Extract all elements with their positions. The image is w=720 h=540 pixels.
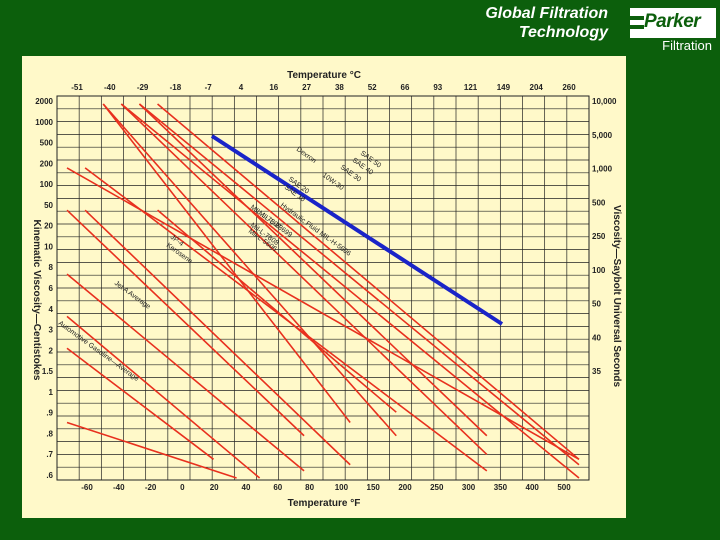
curve-label: 10W-30 [321,172,345,192]
top-tick-label: -29 [137,83,149,92]
series-line [138,103,580,466]
top-tick-label: 4 [239,83,244,92]
right-tick-label: 1,000 [592,165,613,174]
top-tick-label: 27 [302,83,311,92]
left-axis-title: Kinematic Viscosity—Centistokes [31,220,42,381]
series-line [66,209,305,437]
left-tick-label: .9 [46,409,53,418]
bottom-tick-label: 40 [242,483,251,492]
left-tick-label: 4 [49,305,54,314]
tick-labels: -51 -40 -29 -18 -7 4 16 27 38 52 66 93 121 149 204 260-… [35,83,617,492]
left-tick-label: 6 [49,284,54,293]
left-tick-label: 20 [44,222,53,231]
series-line [138,103,488,437]
left-tick-label: 1.5 [42,367,54,376]
left-tick-label: 3 [49,326,54,335]
right-tick-label: 500 [592,198,606,207]
series-line [102,103,351,423]
header-title: Global Filtration Technology [485,4,608,42]
left-tick-label: 200 [40,159,54,168]
top-tick-label: 93 [433,83,442,92]
series-line [66,167,580,461]
bottom-tick-label: 350 [494,483,508,492]
logo-plate: Parker [630,8,716,38]
top-tick-label: -51 [71,83,83,92]
left-tick-label: 2 [49,346,54,355]
bottom-tick-label: -40 [113,483,125,492]
brand-name: Parker [644,11,701,32]
bottom-tick-label: 20 [210,483,219,492]
curve-label: Dexron [295,146,317,165]
left-tick-label: .6 [46,471,53,480]
top-tick-label: 204 [530,83,544,92]
bottom-tick-label: 400 [526,483,540,492]
top-tick-label: 66 [401,83,410,92]
top-tick-label: 38 [335,83,344,92]
bottom-tick-label: 60 [273,483,282,492]
bottom-tick-label: -20 [145,483,157,492]
top-tick-label: 149 [497,83,511,92]
bottom-tick-label: 150 [367,483,381,492]
left-tick-label: .7 [46,450,53,459]
header-title-line2: Technology [518,24,608,41]
top-tick-label: 16 [269,83,278,92]
header-title-line1: Global Filtration [485,5,608,22]
bottom-tick-label: 0 [180,483,185,492]
top-tick-label: -18 [170,83,182,92]
grid [56,95,590,481]
right-tick-label: 250 [592,232,606,241]
left-tick-label: .8 [46,429,53,438]
left-tick-label: 1 [49,388,54,397]
left-tick-label: 1000 [35,118,53,127]
right-tick-label: 100 [592,266,606,275]
right-axis-title: Viscosity—Saybolt Universal Seconds [611,205,622,388]
series-line [157,103,580,460]
left-tick-label: 10 [44,242,53,251]
bottom-tick-label: 250 [430,483,444,492]
bottom-tick-label: 100 [335,483,349,492]
highlight-band [210,134,504,326]
series-line [66,347,215,460]
series-line [102,103,397,437]
left-tick-label: 2000 [35,97,53,106]
series-line [66,273,305,472]
top-axis-title: Temperature °C [287,70,361,81]
bottom-axis-title: Temperature °F [288,498,361,509]
right-tick-label: 5,000 [592,131,613,140]
top-tick-label: 121 [464,83,478,92]
left-tick-label: 8 [49,263,54,272]
right-tick-label: 10,000 [592,97,617,106]
right-tick-label: 40 [592,333,601,342]
curve-label: Automotive Gasoline—Average [57,320,140,383]
right-tick-label: 35 [592,367,601,376]
series-line [66,421,237,479]
bottom-tick-label: 300 [462,483,476,492]
left-tick-label: 50 [44,201,53,210]
series-line [157,209,397,413]
top-tick-label: 52 [368,83,377,92]
curves [66,103,580,479]
bottom-tick-label: 80 [305,483,314,492]
top-tick-label: -7 [205,83,213,92]
bottom-tick-label: -60 [81,483,93,492]
parker-logo: Parker Filtration [630,8,716,54]
series-line [84,209,351,466]
series-line [66,315,261,479]
top-tick-label: 260 [562,83,576,92]
left-tick-label: 100 [40,180,54,189]
left-tick-label: 500 [40,139,54,148]
brand-subtitle: Filtration [662,38,712,53]
bottom-tick-label: 500 [557,483,571,492]
right-tick-label: 50 [592,300,601,309]
chart-panel: SAE 50 SAE 40 Dexron SAE 30 10W-30 SAE 20 SAE … [22,56,626,518]
bottom-tick-label: 200 [398,483,412,492]
series-line [120,103,488,456]
top-tick-label: -40 [104,83,116,92]
